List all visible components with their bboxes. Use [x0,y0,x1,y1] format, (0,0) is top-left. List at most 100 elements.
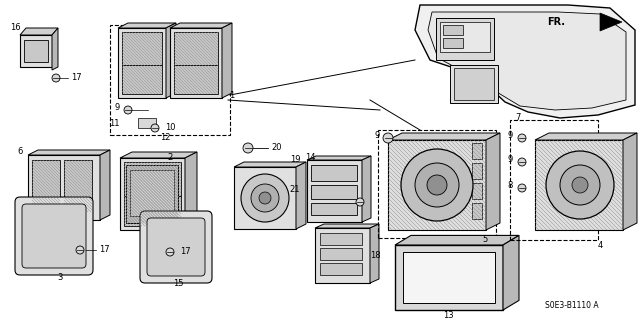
Bar [122,32,162,65]
Text: 11: 11 [109,118,120,128]
Polygon shape [170,23,232,28]
Bar [320,248,362,260]
Bar [315,228,370,283]
Circle shape [52,74,60,82]
Text: 12: 12 [160,133,170,143]
Bar [472,143,482,159]
FancyBboxPatch shape [140,211,212,283]
Bar [395,245,503,310]
Bar [440,22,490,52]
Circle shape [427,175,447,195]
Bar [443,38,463,48]
Text: 8: 8 [508,182,513,190]
FancyBboxPatch shape [15,197,93,275]
Bar [124,196,181,226]
Text: 5: 5 [483,235,488,244]
Text: 9: 9 [115,103,120,113]
Text: 9: 9 [508,155,513,165]
Bar [311,203,357,215]
Bar [174,32,218,65]
Text: 20: 20 [272,144,282,152]
Circle shape [241,174,289,222]
Text: 9: 9 [508,131,513,140]
Bar [436,18,494,60]
Polygon shape [362,156,371,222]
Circle shape [251,184,279,212]
Bar [311,165,357,181]
Text: 3: 3 [58,273,63,283]
Bar [472,183,482,199]
Circle shape [151,124,159,132]
Polygon shape [395,235,519,245]
Polygon shape [428,12,626,110]
Bar [138,118,156,128]
Bar [388,140,486,230]
Bar [443,25,463,35]
Text: 13: 13 [443,310,453,319]
Bar [403,252,495,303]
Bar [170,28,222,98]
Circle shape [76,246,84,254]
Text: 21: 21 [290,186,300,195]
Text: 17: 17 [180,248,190,256]
Bar [64,160,92,212]
Text: 17: 17 [99,246,109,255]
Text: S0E3-B1110 A: S0E3-B1110 A [545,300,598,309]
Polygon shape [388,133,500,140]
Polygon shape [600,13,622,31]
Polygon shape [118,23,176,28]
Polygon shape [20,28,58,35]
FancyBboxPatch shape [147,218,205,276]
Bar [174,65,218,94]
Text: 18: 18 [370,250,380,259]
Polygon shape [370,224,379,283]
Polygon shape [222,23,232,98]
Text: 1: 1 [229,91,235,100]
Text: 4: 4 [597,241,603,249]
Circle shape [518,184,526,192]
Circle shape [546,151,614,219]
Bar [124,162,181,196]
Circle shape [259,192,271,204]
Text: 17: 17 [70,73,81,83]
Bar [307,160,362,222]
Bar [28,155,100,220]
Circle shape [518,158,526,166]
Circle shape [415,163,459,207]
Text: 6: 6 [17,147,22,157]
Text: 19: 19 [290,155,300,165]
Bar [472,163,482,179]
Circle shape [124,106,132,114]
Bar [20,35,52,67]
Polygon shape [52,28,58,70]
Text: 7: 7 [515,114,521,122]
Bar [130,170,174,216]
Text: 2: 2 [168,153,173,162]
Bar [234,167,296,229]
Bar [450,65,498,103]
Bar [122,65,162,94]
Bar [320,263,362,275]
Text: 10: 10 [165,123,175,132]
Bar [320,233,362,245]
Circle shape [356,198,364,206]
Circle shape [560,165,600,205]
Polygon shape [623,133,637,230]
Polygon shape [166,23,176,98]
Text: 15: 15 [173,278,183,287]
Bar [378,130,496,238]
Bar [311,185,357,199]
Bar [110,25,230,135]
Bar [510,120,598,240]
Bar [472,203,482,219]
Text: 9: 9 [375,131,380,140]
Bar [118,28,166,98]
Polygon shape [234,162,306,167]
FancyBboxPatch shape [22,204,86,268]
Text: 16: 16 [10,24,20,33]
Polygon shape [535,133,637,140]
Polygon shape [28,150,110,155]
Polygon shape [503,235,519,310]
Polygon shape [296,162,306,229]
Polygon shape [415,5,635,118]
